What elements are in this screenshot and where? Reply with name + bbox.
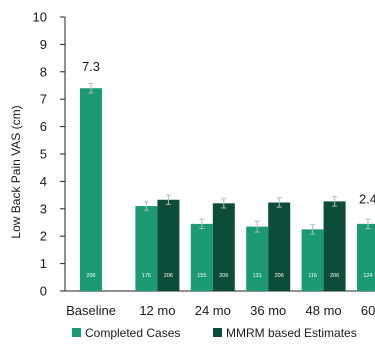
n-label: 155 xyxy=(197,273,206,279)
y-tick-label: 5 xyxy=(40,147,47,162)
y-tick-label: 1 xyxy=(40,256,47,271)
n-label: 206 xyxy=(275,273,284,279)
n-label: 176 xyxy=(142,273,151,279)
bar xyxy=(190,223,213,291)
y-tick-label: 8 xyxy=(40,64,47,79)
y-tick-label: 4 xyxy=(40,174,47,189)
y-tick-label: 9 xyxy=(40,37,47,52)
y-tick-label: 10 xyxy=(33,10,47,25)
value-label: 2.4 xyxy=(359,192,375,207)
n-label: 124 xyxy=(363,273,372,279)
value-label: 7.3 xyxy=(82,59,100,74)
x-tick-label: Baseline xyxy=(66,303,116,318)
x-tick-label: 24 mo xyxy=(195,303,231,318)
bar xyxy=(135,206,158,291)
bar xyxy=(268,202,291,291)
y-tick-label: 6 xyxy=(40,119,47,134)
y-tick-label: 7 xyxy=(40,92,47,107)
y-axis-title: Low Back Pain VAS (cm) xyxy=(9,105,23,238)
n-label: 131 xyxy=(253,273,262,279)
bar xyxy=(157,199,180,291)
n-label: 206 xyxy=(330,273,339,279)
bar xyxy=(357,223,375,291)
bar xyxy=(246,226,269,291)
x-tick-label: 48 mo xyxy=(306,303,342,318)
x-tick-label: 36 mo xyxy=(250,303,286,318)
x-tick-label: 12 mo xyxy=(139,303,175,318)
bar xyxy=(301,229,324,291)
n-label: 116 xyxy=(308,273,317,279)
legend-label: MMRM based Estimates xyxy=(226,326,357,340)
bar xyxy=(323,201,346,291)
legend-swatch xyxy=(213,328,222,337)
n-label: 206 xyxy=(86,273,95,279)
y-tick-label: 0 xyxy=(40,284,47,299)
x-tick-label: 60 mo xyxy=(361,303,375,318)
n-label: 206 xyxy=(219,273,228,279)
bar xyxy=(212,203,235,291)
legend-swatch xyxy=(72,328,81,337)
n-label: 206 xyxy=(164,273,173,279)
y-tick-label: 2 xyxy=(40,229,47,244)
y-tick-label: 3 xyxy=(40,201,47,216)
legend-label: Completed Cases xyxy=(85,326,180,340)
bar xyxy=(80,88,102,292)
